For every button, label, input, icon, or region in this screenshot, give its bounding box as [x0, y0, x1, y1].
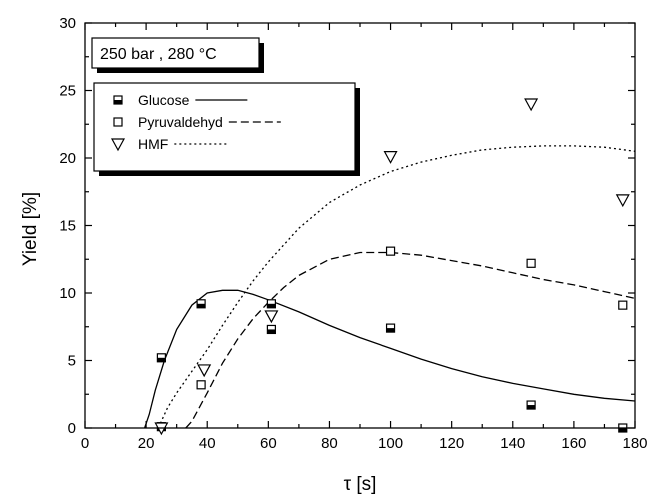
data-point-pyruvaldehyd-3-shape [618, 300, 628, 310]
data-point-pyruvaldehyd-1-shape [385, 246, 396, 256]
series-line-hmf [157, 145, 636, 429]
data-point-hmf-4 [524, 98, 539, 112]
legend-marker-glucose-fill [114, 100, 122, 104]
data-point-pyruvaldehyd-0 [196, 380, 206, 390]
data-point-hmf-5-shape [615, 194, 630, 208]
legend-label-pyruvaldehyd: Pyruvaldehyd [138, 114, 223, 130]
x-tick-label: 140 [500, 435, 525, 452]
legend-marker-hmf [110, 138, 126, 152]
data-point-glucose-3-fill [267, 329, 276, 334]
data-point-glucose-6-fill [527, 405, 536, 410]
series-line-glucose [143, 289, 636, 429]
data-point-hmf-2 [264, 310, 279, 324]
x-tick-label: 160 [561, 435, 586, 452]
y-tick-label: 10 [59, 285, 76, 302]
data-point-glucose-2-fill [197, 303, 206, 308]
data-point-glucose-4-fill [267, 303, 276, 308]
series-line-pyruvaldehyd [185, 251, 636, 429]
x-tick-label: 40 [199, 435, 216, 452]
y-tick-label: 15 [59, 218, 76, 235]
data-point-glucose-2 [196, 299, 206, 309]
y-tick-label: 20 [59, 150, 76, 167]
data-point-pyruvaldehyd-3 [618, 300, 628, 310]
y-tick-label: 0 [68, 420, 76, 437]
data-point-glucose-5 [385, 323, 396, 333]
data-point-glucose-3 [266, 324, 276, 335]
x-axis-label: τ [s] [344, 474, 377, 495]
data-point-pyruvaldehyd-1 [385, 246, 396, 256]
condition-label: 250 bar , 280 °C [100, 46, 217, 63]
data-point-glucose-0-fill [157, 357, 166, 362]
data-point-glucose-0 [156, 353, 166, 363]
y-tick-label: 30 [59, 15, 76, 32]
legend-label-glucose: Glucose [138, 92, 190, 108]
legend-marker-pyruvaldehyd [113, 117, 123, 127]
x-tick-label: 80 [321, 435, 338, 452]
x-tick-label: 100 [378, 435, 403, 452]
y-tick-label: 5 [68, 353, 76, 370]
data-point-hmf-2-shape [264, 310, 279, 324]
x-tick-label: 0 [81, 435, 89, 452]
data-point-pyruvaldehyd-2-shape [526, 258, 536, 268]
data-point-hmf-1 [197, 364, 212, 378]
data-point-pyruvaldehyd-2 [526, 258, 536, 268]
y-axis-label: Yield [%] [20, 192, 41, 266]
legend-marker-hmf-shape [110, 138, 126, 152]
legend: Glucose Pyruvaldehyd HMF [93, 82, 360, 176]
x-tick-label: 60 [260, 435, 277, 452]
data-point-glucose-7-fill [618, 428, 627, 432]
data-point-hmf-3 [383, 151, 398, 164]
data-point-glucose-6 [526, 400, 536, 410]
x-tick-label: 120 [439, 435, 464, 452]
data-point-hmf-4-shape [524, 98, 539, 112]
legend-frame [93, 82, 356, 172]
legend-label-hmf: HMF [138, 136, 168, 152]
x-tick-label: 20 [138, 435, 155, 452]
condition-box-frame [91, 37, 260, 69]
condition-box: 250 bar , 280 °C [91, 37, 264, 73]
data-point-hmf-5 [615, 194, 630, 208]
data-point-hmf-1-shape [197, 364, 212, 378]
data-point-glucose-5-fill [386, 328, 395, 333]
data-point-pyruvaldehyd-0-shape [196, 380, 206, 390]
legend-marker-glucose [113, 95, 123, 105]
x-tick-label: 180 [622, 435, 647, 452]
data-point-glucose-4 [266, 299, 276, 309]
y-tick-label: 25 [59, 83, 76, 100]
legend-marker-pyruvaldehyd-shape [113, 117, 123, 127]
data-point-hmf-3-shape [383, 151, 398, 164]
